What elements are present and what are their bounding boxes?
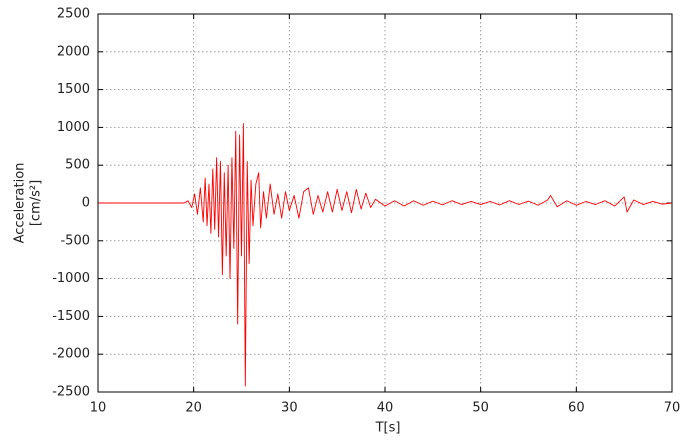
y-tick-label: 0 bbox=[82, 196, 90, 211]
y-tick-label: 500 bbox=[65, 158, 90, 173]
data-line bbox=[98, 123, 673, 387]
x-axis-label: T[s] bbox=[375, 421, 401, 436]
y-tick-label: -2000 bbox=[52, 347, 90, 362]
y-tick-label: 2000 bbox=[57, 44, 90, 59]
y-axis-label: Acceleration bbox=[13, 163, 28, 244]
y-tick-label: -1500 bbox=[52, 309, 90, 324]
x-tick-label: 30 bbox=[281, 401, 298, 416]
x-tick-label: 70 bbox=[664, 401, 681, 416]
y-tick-label: 1000 bbox=[57, 120, 90, 135]
x-tick-label: 50 bbox=[472, 401, 489, 416]
y-tick-label: 1500 bbox=[57, 82, 90, 97]
y-tick-label: -500 bbox=[60, 233, 90, 248]
y-tick-label: 2500 bbox=[57, 7, 90, 22]
y-tick-label: -1000 bbox=[52, 271, 90, 286]
y-tick-label: -2500 bbox=[52, 385, 90, 400]
x-tick-label: 60 bbox=[568, 401, 585, 416]
x-tick-label: 10 bbox=[90, 401, 107, 416]
x-tick-label: 20 bbox=[185, 401, 202, 416]
plot-frame bbox=[97, 13, 673, 393]
y-axis-label: [cm/s²] bbox=[29, 180, 44, 226]
x-tick-label: 40 bbox=[377, 401, 394, 416]
